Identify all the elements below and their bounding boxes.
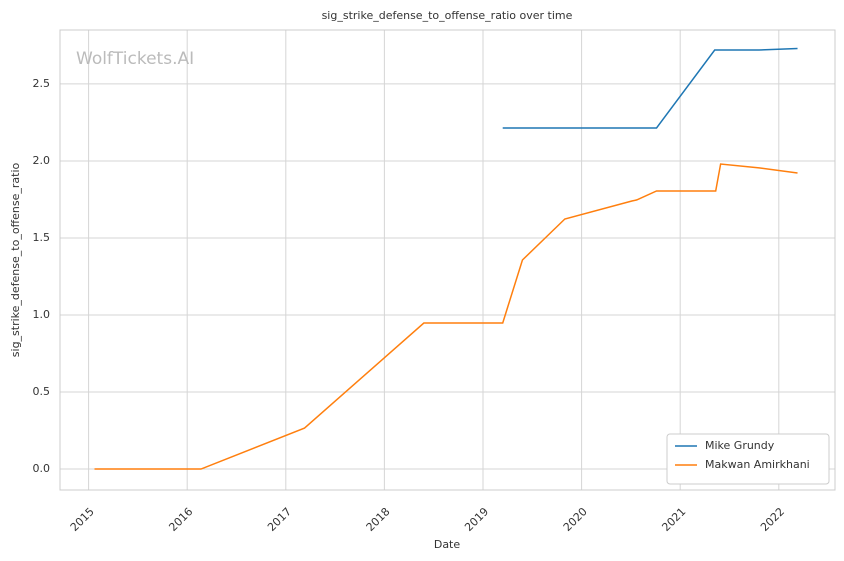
legend-box xyxy=(666,433,830,485)
watermark: WolfTickets.AI xyxy=(76,49,194,69)
y-tick-label: 2.5 xyxy=(33,77,51,90)
y-axis-label: sig_strike_defense_to_offense_ratio xyxy=(9,163,22,358)
line-series xyxy=(94,163,798,470)
legend-label: Mike Grundy xyxy=(705,439,775,452)
y-tick-label: 0.0 xyxy=(33,462,51,475)
line-series xyxy=(502,47,798,129)
chart-title: sig_strike_defense_to_offense_ratio over… xyxy=(322,9,573,22)
y-tick-label: 2.0 xyxy=(33,154,51,167)
legend-label: Makwan Amirkhani xyxy=(705,458,810,471)
plot-frame xyxy=(59,29,836,491)
y-tick-label: 1.0 xyxy=(33,308,51,321)
y-tick-label: 0.5 xyxy=(33,385,51,398)
x-axis-label: Date xyxy=(434,538,461,551)
y-tick-label: 1.5 xyxy=(33,231,51,244)
